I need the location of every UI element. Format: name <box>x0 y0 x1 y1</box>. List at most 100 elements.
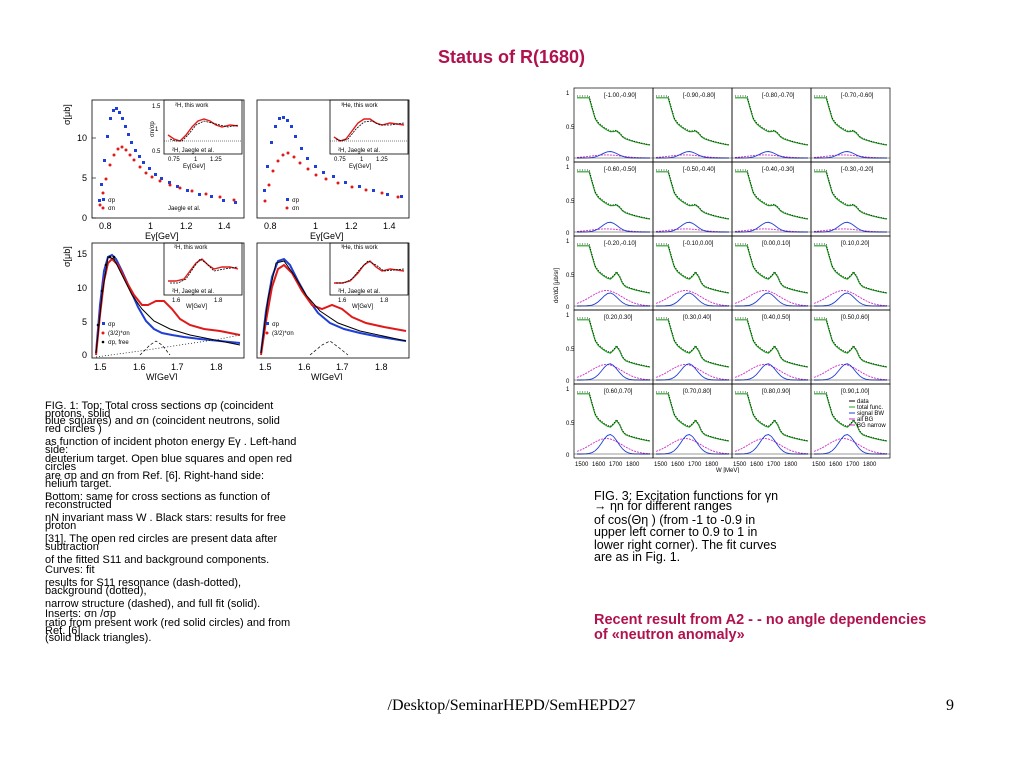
fig3-xtick: 1500 <box>812 462 826 468</box>
fig3-panel: [0.80,0.90] 1500 1600 1700 1800 <box>731 383 812 468</box>
caption-line: subtraction <box>45 540 99 553</box>
fig1-tl-inset-xtick: 1 <box>194 157 198 163</box>
fig1-bl-inset-xtick: 1.6 <box>172 298 181 304</box>
fig3-xtick: 1600 <box>671 462 685 468</box>
recent-note-line2: of «neutron anomaly» <box>594 627 745 643</box>
fig3-figure: dσ/dΩ [μb/sr] [-1.00,-0.90] 1 0.5 0 [-0.90,-0… <box>554 87 891 473</box>
fig3-panel: [-0.20,-0.10] 1 0.5 0 <box>566 235 654 311</box>
fig1-bl-inset-label-bottom: ²H, Jaegle et al. <box>172 289 214 295</box>
fig1-tl-inset-xlabel: Eγ[GeV] <box>183 164 206 170</box>
caption-line: helium target. <box>45 477 112 490</box>
fig1-tl-legend-sigma-n: σn <box>108 206 115 212</box>
fig1-tl-inset-xtick: 0.75 <box>168 157 180 163</box>
fig1-tl-ytick: 5 <box>82 173 87 183</box>
fig1-bl-ytick: 5 <box>82 317 87 327</box>
fig1-br-xlabel: W[GeV] <box>311 372 343 380</box>
fig3-panel: [0.10,0.20] <box>810 235 891 311</box>
fig3-panel: [-1.00,-0.90] 1 0.5 0 <box>566 87 654 163</box>
fig3-panel: [-0.90,-0.80] <box>652 87 733 163</box>
fig1-tr-xtick: 1.4 <box>383 221 396 231</box>
fig1-tr-xtick: 1 <box>313 221 318 231</box>
fig3-xtick: 1800 <box>784 462 798 468</box>
fig1-tl-xtick: 1 <box>148 221 153 231</box>
fig3-xtick: 1600 <box>829 462 843 468</box>
fig3-ytick: 0 <box>566 305 570 311</box>
fig1-tl-xtick: 1.4 <box>218 221 231 231</box>
fig1-tl-sigma-p-points <box>98 107 237 204</box>
fig3-ytick: 1 <box>566 239 570 245</box>
fig3-xtick: 1700 <box>846 462 860 468</box>
fig3-panel-label: [0.30,0.40] <box>683 315 712 321</box>
caption-line: as function of incident photon energy Eγ… <box>45 436 297 448</box>
fig3-ytick: 0 <box>566 231 570 237</box>
caption-line: are as in Fig. 1. <box>594 550 681 565</box>
fig1-tr-inset-label-bottom: ²H, Jaegle et al. <box>338 148 380 154</box>
fig1-bottom-right-panel: 1.5 1.6 1.7 1.8 W[GeV] ³He, this work ²H… <box>256 242 410 380</box>
caption-line: [31]. The open red circles are present d… <box>45 533 278 545</box>
fig3-panel: [0.00,0.10] <box>731 235 812 311</box>
fig3-ytick: 1 <box>566 387 570 393</box>
recent-note-line1: Recent result from A2 - - no angle depen… <box>594 612 927 628</box>
fig3-panel-label: [0.40,0.50] <box>762 315 791 321</box>
fig1-bl-ytick: 15 <box>77 249 87 259</box>
fig3-xtick: 1800 <box>705 462 719 468</box>
fig3-panel-label: [-0.90,-0.80] <box>683 93 716 99</box>
fig3-panel: [-0.30,-0.20] <box>810 161 891 237</box>
fig3-panel-label: [0.00,0.10] <box>762 241 791 247</box>
fig1-br-legend-sigma-p: σp <box>272 322 280 328</box>
fig3-ytick: 0.5 <box>566 347 575 353</box>
fig3-panel-label: [0.50,0.60] <box>841 315 870 321</box>
fig3-panel-label: [0.20,0.30] <box>604 315 633 321</box>
fig3-panel-label: [0.90,1.00] <box>841 389 870 395</box>
fig1-tr-xlabel: Eγ[GeV] <box>310 231 344 241</box>
fig3-xtick: 1700 <box>767 462 781 468</box>
fig3-legend-entry: data <box>857 399 869 405</box>
caption-line: protons, solid <box>45 407 111 420</box>
caption-line: of the fitted S11 and background compone… <box>45 554 270 566</box>
fig3-panel-label: [-0.60,-0.50] <box>604 167 637 173</box>
fig3-ytick: 0.5 <box>566 273 575 279</box>
caption-line: → ηn for different ranges <box>594 499 733 514</box>
caption-line: background (dotted), <box>45 584 147 597</box>
fig3-panel-label: [-0.40,-0.30] <box>762 167 795 173</box>
fig3-panel-label: [0.60,0.70] <box>604 389 633 395</box>
fig1-br-inset-xtick: 1.6 <box>338 298 347 304</box>
fig1-bl-inset-xlabel: W[GeV] <box>186 304 207 310</box>
fig3-xtick: 1500 <box>733 462 747 468</box>
fig3-panel-label: [-0.30,-0.20] <box>841 167 874 173</box>
fig3-xtick: 1800 <box>863 462 877 468</box>
fig1-br-xtick: 1.5 <box>259 362 272 372</box>
fig1-br-inset-label-bottom: ²H, Jaegle et al. <box>338 289 380 295</box>
fig1-bl-xtick: 1.6 <box>133 362 146 372</box>
fig3-xtick: 1500 <box>575 462 589 468</box>
fig3-panel-label: [-0.50,-0.40] <box>683 167 716 173</box>
fig3-xtick: 1700 <box>609 462 623 468</box>
fig3-panel-label: [-0.20,-0.10] <box>604 241 637 247</box>
caption-line: Ref. [6] <box>45 624 81 637</box>
fig3-panel-label: [0.10,0.20] <box>841 241 870 247</box>
fig1-bl-ytick: 0 <box>82 350 87 360</box>
fig1-bl-xtick: 1.7 <box>171 362 184 372</box>
fig3-legend-entry: all BG <box>857 417 874 423</box>
fig3-panel-label: [0.80,0.90] <box>762 389 791 395</box>
fig1-tr-sigma-n-points <box>263 151 400 203</box>
fig3-ytick: 0.5 <box>566 199 575 205</box>
caption-line: results for S11 resonance (dash-dotted), <box>45 577 242 589</box>
caption-line: Inserts: σn /σp <box>45 607 117 620</box>
fig1-tl-xtick: 1.2 <box>180 221 193 231</box>
caption-line: red circles ) <box>45 422 102 435</box>
fig3-panel-label: [-0.80,-0.70] <box>762 93 795 99</box>
fig1-tl-ytick: 0 <box>82 213 87 223</box>
caption-line: Curves: fit <box>45 563 95 576</box>
caption-line: FIG. 3: Excitation functions for γn <box>594 489 779 503</box>
fig3-ytick: 0 <box>566 157 570 163</box>
fig3-panel-label: [-0.70,-0.60] <box>841 93 874 99</box>
fig1-tl-inset-ytick: 1 <box>155 127 159 133</box>
fig1-bl-inset-label-top: ²H, this work <box>174 245 208 251</box>
fig3-xtick: 1500 <box>654 462 668 468</box>
fig1-tl-sigma-n-points <box>98 145 236 207</box>
fig1-bl-xtick: 1.8 <box>210 362 223 372</box>
caption-line: (solid black triangles). <box>45 632 152 644</box>
fig1-tr-xtick: 1.2 <box>345 221 358 231</box>
